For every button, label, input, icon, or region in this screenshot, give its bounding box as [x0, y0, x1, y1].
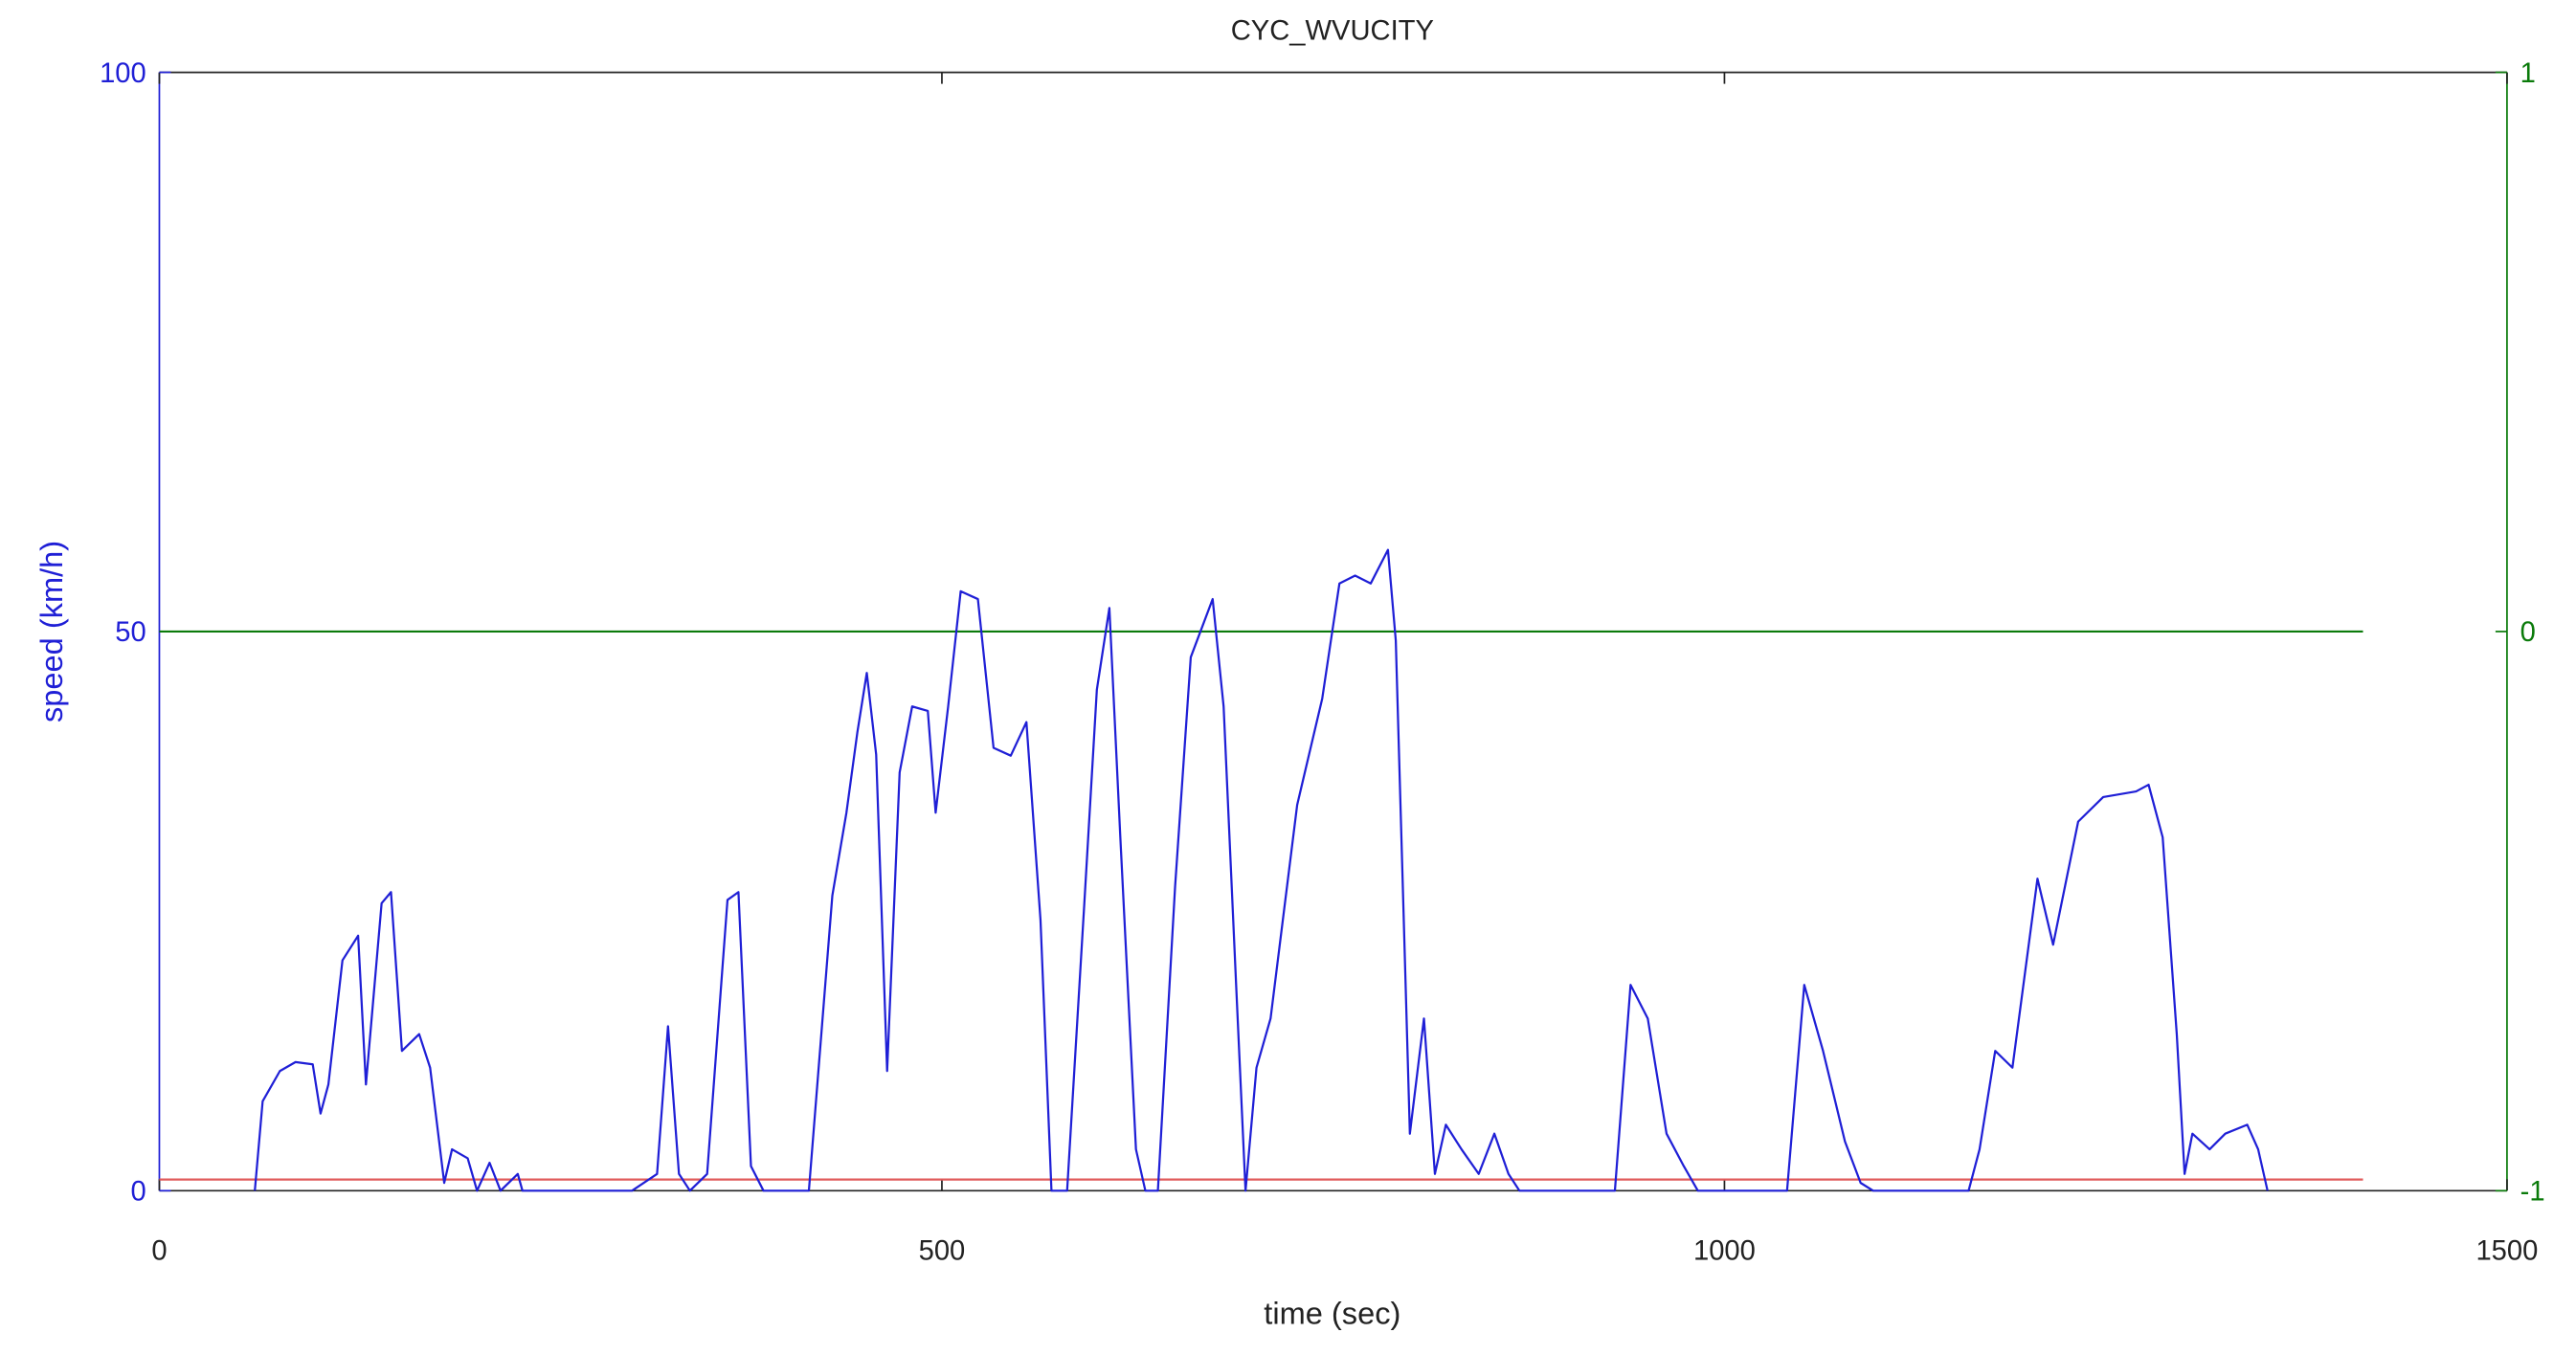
- x-tick-label: 500: [919, 1235, 966, 1266]
- x-axis-label: time (sec): [1264, 1295, 1400, 1330]
- y2-tick-label: 0: [2520, 617, 2536, 648]
- y2-tick-label: -1: [2520, 1177, 2545, 1208]
- y-tick-label: 0: [131, 1177, 146, 1208]
- y-tick-label: 50: [115, 617, 146, 648]
- series-line: [254, 548, 2269, 1192]
- x-tick-label: 1000: [1693, 1235, 1756, 1266]
- y2-tick-label: 1: [2520, 58, 2536, 89]
- x-tick-label: 1500: [2475, 1235, 2538, 1266]
- chart-title: CYC_WVUCITY: [1231, 15, 1434, 46]
- y-tick-label: 100: [100, 58, 146, 89]
- y-axis-label: speed (km/h): [34, 541, 69, 722]
- x-tick-label: 0: [151, 1235, 167, 1266]
